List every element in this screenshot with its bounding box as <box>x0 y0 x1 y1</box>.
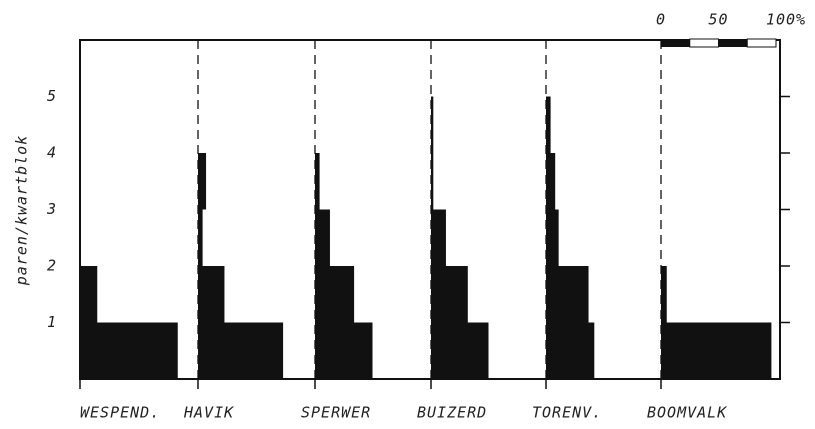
bar <box>546 153 556 210</box>
category-label: BUIZERD <box>417 404 487 422</box>
bar <box>315 322 373 379</box>
x-tick-label: 0 <box>656 11 666 29</box>
bar <box>80 322 178 379</box>
y-tick-label: 2 <box>47 257 57 275</box>
bar <box>431 209 446 266</box>
category-label: WESPEND. <box>80 404 160 422</box>
category-label: SPERWER <box>301 404 371 422</box>
bar <box>315 209 330 266</box>
bar <box>80 266 98 323</box>
bar <box>431 96 434 153</box>
bar <box>546 96 551 153</box>
bar <box>198 209 203 266</box>
scale-segment <box>718 39 748 47</box>
bar <box>315 153 320 210</box>
y-tick-label: 4 <box>47 144 57 162</box>
x-tick-label: 50 <box>708 11 728 29</box>
y-tick-label: 5 <box>47 87 57 105</box>
bar <box>431 153 434 210</box>
bar <box>546 322 595 379</box>
bar <box>661 322 772 379</box>
bar <box>431 266 468 323</box>
bar <box>198 322 284 379</box>
bar <box>431 322 489 379</box>
bar <box>198 153 207 210</box>
bar <box>661 266 667 323</box>
scale-segment <box>689 38 719 48</box>
y-axis-label: paren/kwartblok <box>13 135 31 286</box>
category-label: TORENV. <box>532 404 602 422</box>
scale-segment <box>661 39 690 47</box>
bar <box>546 266 589 323</box>
category-label: HAVIK <box>183 404 234 422</box>
bar <box>198 266 225 323</box>
y-tick-label: 3 <box>46 200 57 218</box>
x-tick-label: 100% <box>766 11 806 29</box>
y-tick-label: 1 <box>47 313 57 331</box>
bar <box>546 209 559 266</box>
bar <box>315 266 355 323</box>
category-label: BOOMVALK <box>647 404 727 422</box>
scale-segment <box>746 38 777 48</box>
